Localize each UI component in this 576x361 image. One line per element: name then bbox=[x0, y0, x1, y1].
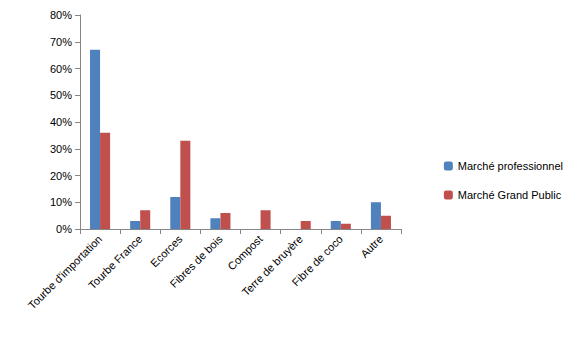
svg-text:60%: 60% bbox=[50, 63, 72, 75]
svg-text:40%: 40% bbox=[50, 116, 72, 128]
svg-text:0%: 0% bbox=[56, 223, 72, 235]
svg-text:Terre de bruyère: Terre de bruyère bbox=[239, 233, 304, 298]
svg-text:Autre: Autre bbox=[358, 233, 385, 260]
svg-text:80%: 80% bbox=[50, 9, 72, 21]
svg-text:10%: 10% bbox=[50, 196, 72, 208]
svg-text:Tourbe France: Tourbe France bbox=[86, 233, 145, 292]
svg-text:30%: 30% bbox=[50, 143, 72, 155]
svg-text:Fibres de bois: Fibres de bois bbox=[167, 232, 225, 290]
svg-text:Marché professionnel: Marché professionnel bbox=[458, 160, 563, 172]
svg-text:Marché Grand Public: Marché Grand Public bbox=[458, 189, 562, 201]
svg-text:Fibre de coco: Fibre de coco bbox=[290, 233, 346, 289]
svg-text:20%: 20% bbox=[50, 170, 72, 182]
svg-text:70%: 70% bbox=[50, 36, 72, 48]
svg-text:Ecorces: Ecorces bbox=[148, 232, 185, 269]
svg-text:Tourbe d'importation: Tourbe d'importation bbox=[26, 233, 105, 312]
svg-text:Compost: Compost bbox=[225, 233, 265, 273]
svg-text:50%: 50% bbox=[50, 89, 72, 101]
